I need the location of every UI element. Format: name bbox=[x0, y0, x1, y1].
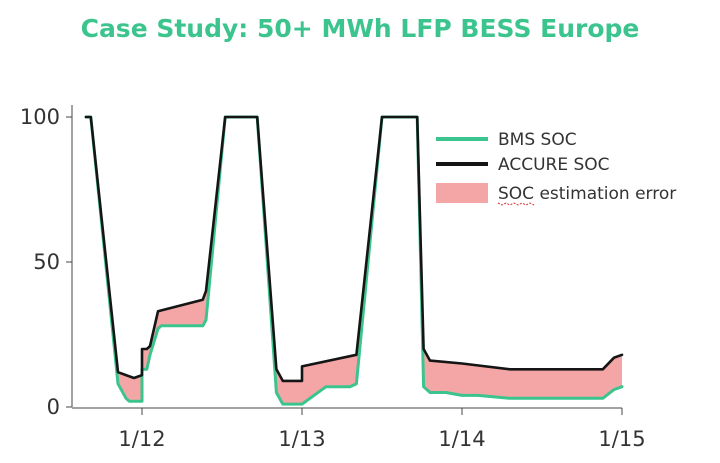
error-band-area bbox=[86, 117, 622, 405]
chart-title: Case Study: 50+ MWh LFP BESS Europe bbox=[80, 14, 640, 43]
x-tick-label: 1/12 bbox=[118, 427, 165, 451]
legend-label-soc-estimation-error: SOC estimation error bbox=[498, 184, 676, 204]
x-tick-label: 1/15 bbox=[598, 427, 645, 451]
series-line-bms-soc bbox=[84, 115, 624, 406]
x-tick-label: 1/14 bbox=[438, 427, 485, 451]
y-tick-label: 100 bbox=[20, 105, 60, 129]
legend-label-accure-soc: ACCURE SOC bbox=[498, 155, 610, 175]
series-layer bbox=[84, 115, 624, 406]
x-tick-label: 1/13 bbox=[278, 427, 325, 451]
axes: 0 50 100 1/12 1/13 1/14 1/15 bbox=[20, 105, 646, 451]
error-band-layer bbox=[86, 117, 622, 405]
y-tick-label: 50 bbox=[33, 250, 60, 274]
legend: BMS SOC ACCURE SOC SOC estimation error bbox=[436, 130, 676, 206]
y-tick-label: 0 bbox=[47, 395, 60, 419]
legend-label-bms-soc: BMS SOC bbox=[498, 130, 577, 150]
legend-swatch-soc-estimation-error bbox=[436, 183, 488, 203]
series-line-accure-soc bbox=[84, 115, 624, 383]
